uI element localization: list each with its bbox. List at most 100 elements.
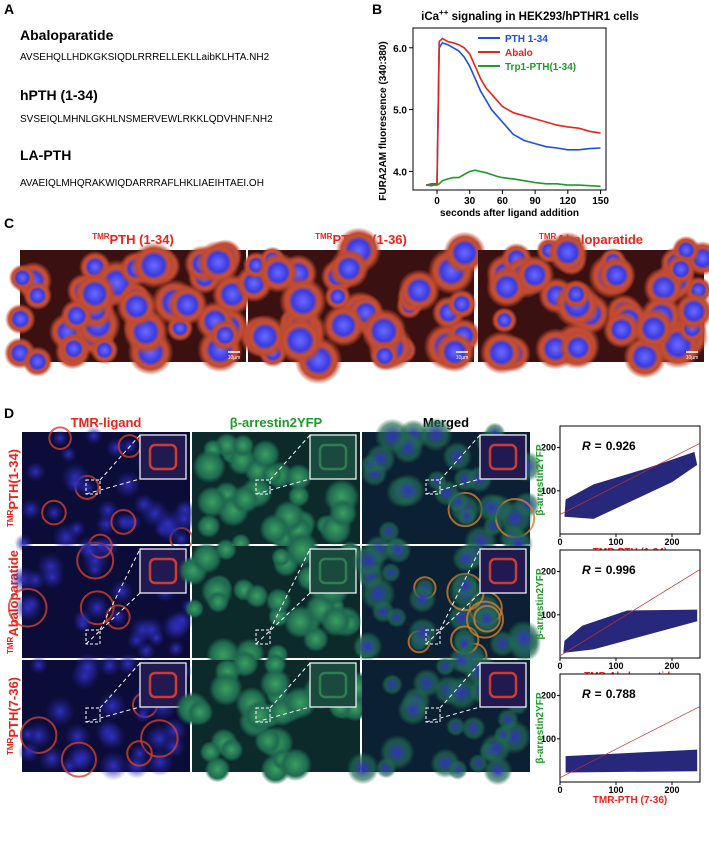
inset-cell <box>318 671 348 699</box>
row-label: TMRPTH(1-34) <box>6 449 21 527</box>
zoom-line <box>425 592 481 645</box>
x-tick-label: 30 <box>464 196 476 207</box>
nucleus <box>554 239 581 266</box>
text-part: = <box>595 439 602 453</box>
scatter-cloud <box>565 749 698 773</box>
zoom-line <box>439 548 481 631</box>
cell <box>320 605 352 637</box>
cell <box>192 449 227 484</box>
zoom-line <box>425 478 481 495</box>
peptide-name: hPTH (1-34) <box>20 87 98 103</box>
nucleus <box>329 288 347 306</box>
zoom-line <box>255 592 311 645</box>
nucleus <box>451 239 479 267</box>
zoom-line <box>99 434 141 481</box>
nucleus <box>265 259 291 286</box>
nucleus <box>67 519 86 538</box>
nucleus <box>366 582 390 606</box>
nucleus <box>288 286 318 317</box>
nucleus <box>397 479 420 502</box>
text-part: = <box>595 563 602 577</box>
nucleus <box>381 524 397 539</box>
y-tick-label: 100 <box>541 610 556 620</box>
zoom-inset <box>479 548 527 594</box>
nucleus <box>500 712 516 727</box>
cell <box>250 439 281 470</box>
cell <box>60 741 97 778</box>
nucleus <box>134 706 152 723</box>
nucleus <box>204 248 233 277</box>
cell <box>473 604 501 633</box>
cell <box>230 484 260 514</box>
roi-box <box>85 629 101 645</box>
nucleus <box>123 293 150 320</box>
cell <box>265 588 292 614</box>
x-tick-label: 120 <box>559 196 576 207</box>
cell <box>199 741 222 763</box>
text-part: R <box>582 439 591 453</box>
nucleus <box>450 681 474 705</box>
micrograph <box>351 534 542 670</box>
nucleus <box>19 725 37 743</box>
roi-box <box>425 707 441 723</box>
panel-label: A <box>4 1 14 17</box>
text-part: TMR <box>315 232 333 241</box>
y-tick-label: 200 <box>541 567 556 577</box>
text-part: = <box>595 687 602 701</box>
x-tick-label: 60 <box>497 196 509 207</box>
y-tick-label: 5.0 <box>393 106 407 117</box>
nucleus <box>357 636 378 657</box>
zoom-line <box>255 706 311 723</box>
nucleus <box>148 629 165 647</box>
scatter-cloud <box>564 451 698 519</box>
row-label: TMRPTH(7-36) <box>6 677 21 755</box>
nucleus <box>153 510 182 538</box>
zoom-line <box>99 548 141 631</box>
y-tick-label: 6.0 <box>393 44 407 55</box>
cell <box>110 508 137 535</box>
text-part: TMR <box>6 509 15 527</box>
inset-cell <box>488 557 518 585</box>
nucleus <box>20 498 42 521</box>
zoom-inset <box>309 434 357 480</box>
zoom-line <box>255 478 311 495</box>
nucleus <box>357 549 380 573</box>
micrograph <box>235 227 487 385</box>
nucleus <box>64 339 84 359</box>
y-axis-label: β-arrestin2YFP <box>535 692 546 763</box>
micrograph <box>7 533 199 661</box>
zoom-inset <box>139 434 187 480</box>
nucleus <box>631 343 659 371</box>
x-tick-label: 100 <box>608 785 623 795</box>
cell <box>231 434 255 457</box>
nucleus <box>385 677 400 692</box>
zoom-line <box>425 706 481 723</box>
zoom-line <box>99 662 141 709</box>
scatter-cloud <box>563 609 698 653</box>
nucleus <box>114 470 142 499</box>
nucleus <box>145 724 174 753</box>
peptide-name: LA-PTH <box>20 147 71 163</box>
nucleus <box>437 484 456 502</box>
nucleus <box>13 269 31 287</box>
cell <box>215 538 237 561</box>
column-header: β-arrestin2YFP <box>230 415 323 430</box>
nucleus <box>95 341 114 359</box>
correlation-label: R = 0.926 <box>582 439 636 453</box>
nucleus <box>60 445 77 463</box>
cell <box>259 513 291 545</box>
nucleus <box>28 352 48 372</box>
legend-label: Abalo <box>505 48 533 59</box>
zoom-line <box>439 662 481 709</box>
nucleus <box>139 250 169 280</box>
inset-cell <box>318 557 348 585</box>
nucleus <box>13 593 43 623</box>
nucleus <box>640 315 667 342</box>
text-part: TMR <box>6 737 15 755</box>
y-tick-label: 100 <box>541 486 556 496</box>
panel-label: B <box>372 1 382 17</box>
inset-cell <box>318 443 348 471</box>
x-tick-label: 0 <box>557 537 562 547</box>
text-part: R <box>582 687 591 701</box>
